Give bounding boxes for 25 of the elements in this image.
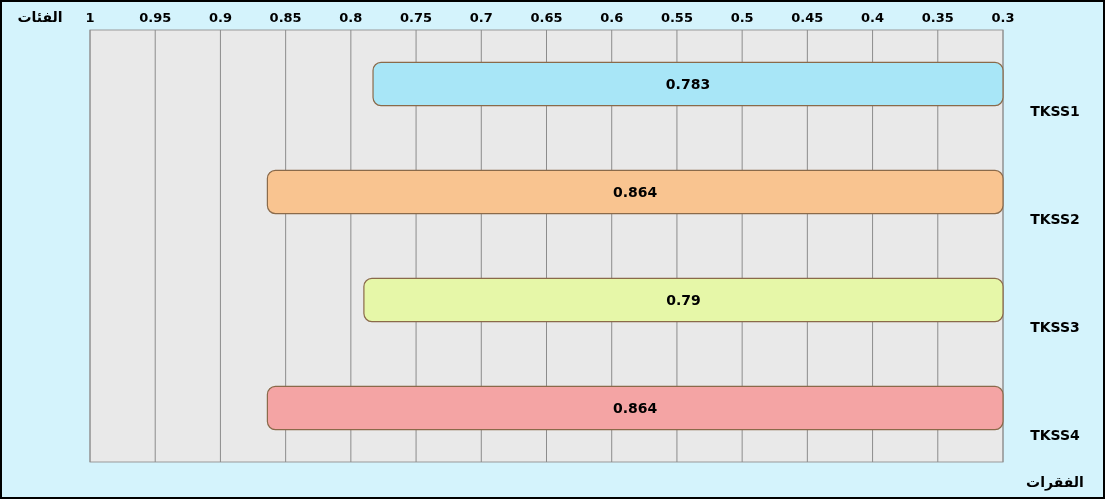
y-tick-label: TKSS1 xyxy=(1030,103,1080,119)
x-tick-label: 0.45 xyxy=(791,10,824,25)
y-tick-label: TKSS4 xyxy=(1030,427,1081,443)
data-label: 0.79 xyxy=(666,292,701,308)
x-tick-label: 0.8 xyxy=(339,10,363,25)
x-tick-label: 0.65 xyxy=(530,10,563,25)
x-tick-label: 0.5 xyxy=(730,10,754,25)
x-tick-label: 0.9 xyxy=(208,10,232,25)
data-label: 0.864 xyxy=(613,400,658,416)
x-axis-title: الفئات xyxy=(17,9,63,25)
y-axis-title: الفقرات xyxy=(1026,474,1084,491)
x-tick-label: 0.6 xyxy=(600,10,624,25)
x-tick-label: 0.4 xyxy=(861,10,885,25)
data-label: 0.864 xyxy=(613,184,658,200)
x-tick-label: 0.7 xyxy=(469,10,493,25)
x-tick-label: 0.55 xyxy=(660,10,693,25)
x-tick-label: 0.3 xyxy=(991,10,1015,25)
x-tick-label: 0.35 xyxy=(921,10,954,25)
y-tick-label: TKSS2 xyxy=(1030,211,1080,227)
y-tick-label: TKSS3 xyxy=(1030,319,1080,335)
x-tick-label: 1 xyxy=(85,10,95,25)
x-tick-label: 0.95 xyxy=(139,10,172,25)
x-tick-label: 0.75 xyxy=(400,10,433,25)
data-label: 0.783 xyxy=(665,76,711,92)
x-tick-label: 0.85 xyxy=(269,10,302,25)
